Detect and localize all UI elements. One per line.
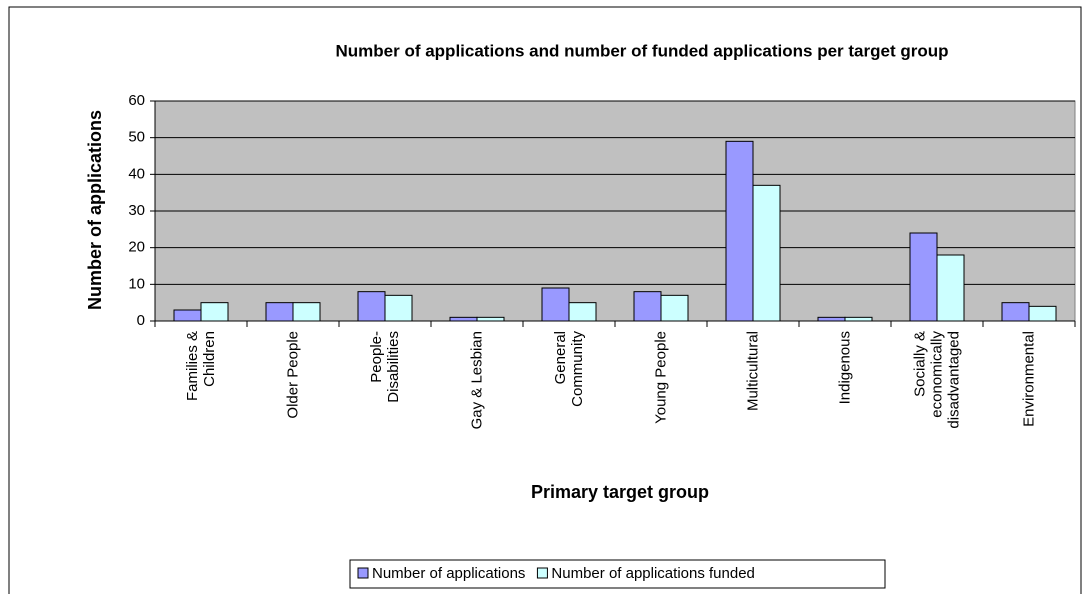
bar bbox=[936, 254, 965, 322]
x-axis-label: Primary target group bbox=[531, 482, 709, 502]
bar bbox=[449, 316, 478, 322]
x-tick-label: People-Disabilities bbox=[368, 331, 402, 403]
legend-swatch bbox=[536, 567, 548, 579]
x-tick-label: Socially & economically disadvantaged bbox=[911, 331, 963, 429]
bar bbox=[568, 302, 597, 322]
legend-swatch bbox=[357, 567, 369, 579]
x-tick-label: Older People bbox=[284, 331, 302, 419]
bar bbox=[817, 316, 846, 322]
bar bbox=[1001, 302, 1030, 322]
y-axis-label: Number of applications bbox=[85, 110, 105, 310]
legend-label: Number of applications funded bbox=[551, 565, 754, 582]
y-tick-label: 40 bbox=[128, 165, 145, 182]
x-tick-label: Gay & Lesbian bbox=[468, 331, 486, 430]
bar bbox=[384, 294, 413, 322]
y-tick-label: 30 bbox=[128, 202, 145, 219]
y-tick-label: 0 bbox=[137, 312, 145, 329]
x-tick-label: Environmental bbox=[1020, 331, 1038, 427]
legend-box bbox=[349, 559, 886, 589]
x-tick-label: General Community bbox=[552, 331, 586, 407]
bar bbox=[173, 309, 202, 322]
y-tick-label: 50 bbox=[128, 129, 145, 146]
bar bbox=[476, 316, 505, 322]
bar bbox=[200, 302, 229, 322]
chart-title: Number of applications and number of fun… bbox=[336, 41, 949, 60]
y-tick-label: 10 bbox=[128, 275, 145, 292]
bar bbox=[541, 287, 570, 322]
bar bbox=[725, 140, 754, 322]
x-tick-label: Multicultural bbox=[744, 331, 762, 412]
bar bbox=[292, 302, 321, 322]
x-tick-label: Indigenous bbox=[836, 331, 854, 405]
bar bbox=[752, 184, 781, 322]
y-tick-label: 60 bbox=[128, 92, 145, 109]
bar bbox=[633, 291, 662, 322]
x-tick-label: Young People bbox=[652, 331, 670, 424]
legend-label: Number of applications bbox=[372, 565, 525, 582]
x-tick-label: Families & Children bbox=[184, 331, 218, 402]
bar bbox=[909, 232, 938, 322]
bar bbox=[844, 316, 873, 322]
bar bbox=[660, 294, 689, 322]
bar bbox=[357, 291, 386, 322]
bar bbox=[1028, 305, 1057, 322]
y-tick-label: 20 bbox=[128, 239, 145, 256]
bar bbox=[265, 302, 294, 322]
